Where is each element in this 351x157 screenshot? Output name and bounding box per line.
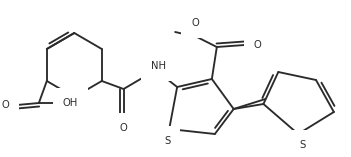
Text: NH: NH	[151, 61, 166, 71]
Text: O: O	[191, 18, 199, 28]
Text: O: O	[120, 123, 127, 133]
Text: S: S	[299, 140, 305, 150]
Text: OH: OH	[63, 98, 78, 108]
Text: O: O	[1, 100, 9, 110]
Text: S: S	[164, 136, 170, 146]
Text: O: O	[253, 40, 261, 50]
